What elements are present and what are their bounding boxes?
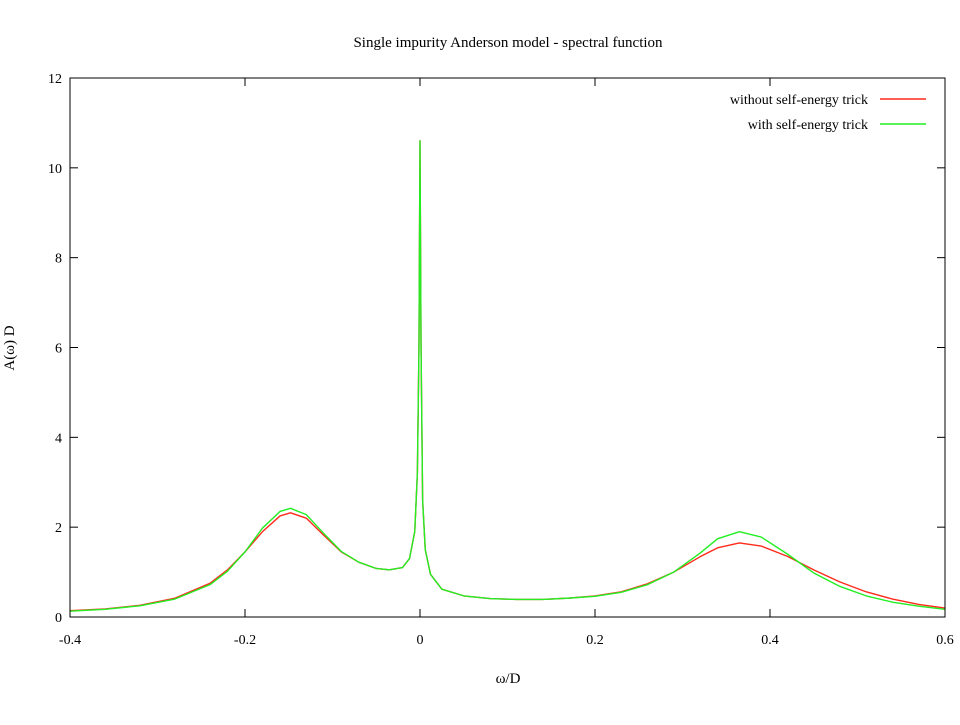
x-axis-label: ω/D (496, 671, 521, 687)
y-tick-label: 10 (48, 162, 62, 177)
y-tick-label: 8 (55, 252, 62, 267)
series-line-1 (69, 140, 946, 612)
y-tick-label: 4 (55, 431, 62, 446)
series-layer (69, 140, 946, 612)
x-tick-label: -0.4 (59, 633, 81, 648)
x-tick-label: -0.2 (234, 633, 256, 648)
y-axis-label: A(ω) D (2, 325, 18, 370)
plot-frame (69, 77, 946, 618)
ticks-layer: -0.4 -0.2 0 0.2 0.4 0.6 0 2 4 6 8 10 12 (48, 72, 954, 648)
x-tick-label: 0.4 (761, 633, 779, 648)
x-tick-label: 0.6 (936, 633, 954, 648)
x-tick-label: 0.2 (586, 633, 604, 648)
chart-title: Single impurity Anderson model - spectra… (353, 35, 663, 51)
legend: without self-energy trick with self-energ… (730, 93, 926, 133)
legend-label-1: without self-energy trick (730, 93, 868, 108)
y-tick-label: 6 (55, 342, 62, 357)
y-tick-label: 2 (55, 521, 62, 536)
x-tick-label: 0 (417, 633, 424, 648)
series-line-2 (69, 140, 946, 612)
legend-label-2: with self-energy trick (748, 118, 868, 133)
y-tick-label: 12 (48, 72, 62, 87)
y-tick-label: 0 (55, 611, 62, 626)
